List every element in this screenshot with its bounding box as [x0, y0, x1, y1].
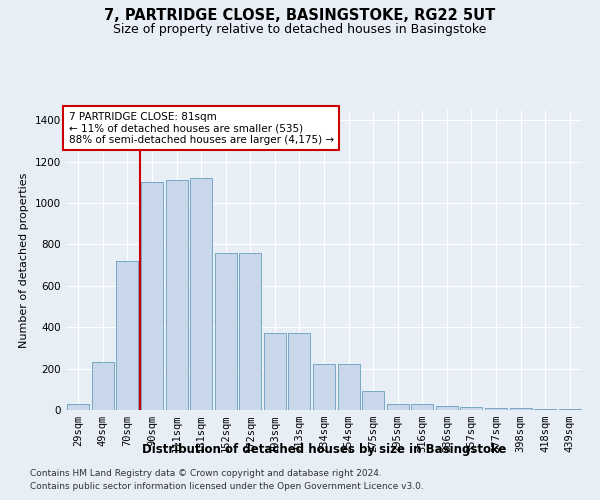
Text: Contains HM Land Registry data © Crown copyright and database right 2024.: Contains HM Land Registry data © Crown c…: [30, 468, 382, 477]
Bar: [67, 404, 89, 410]
Bar: [338, 364, 359, 410]
Bar: [362, 392, 384, 410]
Text: 7 PARTRIDGE CLOSE: 81sqm
← 11% of detached houses are smaller (535)
88% of semi-: 7 PARTRIDGE CLOSE: 81sqm ← 11% of detach…: [68, 112, 334, 144]
Bar: [534, 409, 556, 410]
Bar: [386, 404, 409, 410]
Bar: [289, 334, 310, 410]
Text: Size of property relative to detached houses in Basingstoke: Size of property relative to detached ho…: [113, 22, 487, 36]
Bar: [239, 253, 262, 410]
Text: Contains public sector information licensed under the Open Government Licence v3: Contains public sector information licen…: [30, 482, 424, 491]
Y-axis label: Number of detached properties: Number of detached properties: [19, 172, 29, 348]
Bar: [141, 182, 163, 410]
Bar: [166, 180, 188, 410]
Bar: [411, 404, 433, 410]
Bar: [116, 261, 139, 410]
Text: 7, PARTRIDGE CLOSE, BASINGSTOKE, RG22 5UT: 7, PARTRIDGE CLOSE, BASINGSTOKE, RG22 5U…: [104, 8, 496, 22]
Bar: [264, 334, 286, 410]
Bar: [559, 409, 581, 410]
Bar: [92, 362, 114, 410]
Text: Distribution of detached houses by size in Basingstoke: Distribution of detached houses by size …: [142, 442, 506, 456]
Bar: [436, 406, 458, 410]
Bar: [215, 253, 237, 410]
Bar: [509, 408, 532, 410]
Bar: [190, 178, 212, 410]
Bar: [460, 407, 482, 410]
Bar: [313, 364, 335, 410]
Bar: [485, 408, 507, 410]
